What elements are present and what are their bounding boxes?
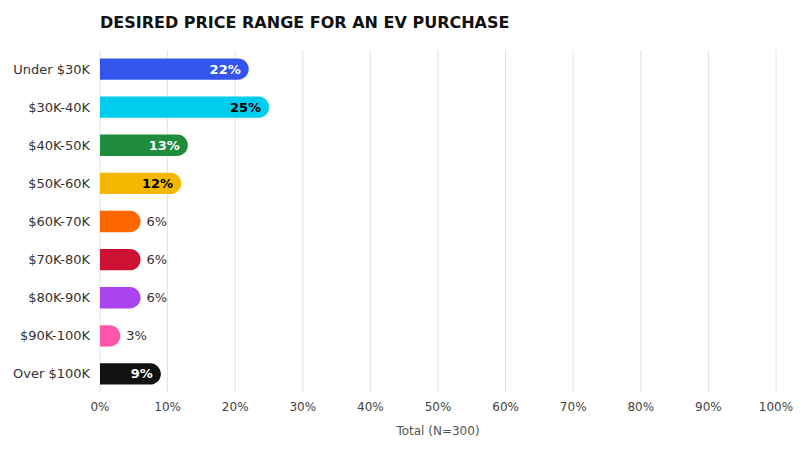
title: DESIRED PRICE RANGE FOR AN EV PURCHASE (100, 13, 509, 32)
grid-line (505, 50, 506, 393)
x-tick-label: 70% (560, 400, 587, 414)
grid-line (776, 50, 777, 393)
data-label: 12% (142, 176, 173, 191)
bars (100, 58, 269, 384)
x-tick-label: 100% (759, 400, 793, 414)
bar (100, 363, 161, 384)
bar (100, 135, 188, 156)
category-label: $40K-50K (28, 138, 90, 153)
bar (100, 287, 141, 308)
data-label: 9% (131, 366, 153, 381)
x-axis-label: Total (N=300) (395, 424, 479, 438)
category-label: $50K-60K (28, 176, 90, 191)
grid (100, 50, 776, 393)
bar (100, 58, 249, 79)
data-label: 6% (147, 214, 168, 229)
data-label: 3% (126, 328, 147, 343)
x-tick-label: 80% (627, 400, 654, 414)
grid-line (438, 50, 439, 393)
x-tick-label: 50% (425, 400, 452, 414)
x-tick-label: 90% (695, 400, 722, 414)
labels: 22% 25% 13% 12% 6% 6% 6% 3% 9% (126, 62, 261, 382)
data-label: 6% (147, 290, 168, 305)
bar (100, 173, 181, 194)
data-label: 13% (149, 138, 180, 153)
grid-line (708, 50, 709, 393)
category-label: Under $30K (13, 62, 90, 77)
category-label: $80K-90K (28, 290, 90, 305)
x-tick-label: 60% (492, 400, 519, 414)
x-tick-label: 0% (90, 400, 109, 414)
x-tick-label: 30% (289, 400, 316, 414)
category-label: Over $100K (13, 366, 90, 381)
grid-line (302, 50, 303, 393)
data-label: 6% (147, 252, 168, 267)
chart: DESIRED PRICE RANGE FOR AN EV PURCHASE 0%… (0, 0, 806, 451)
x-tick-label: 20% (222, 400, 249, 414)
bar (100, 96, 269, 117)
data-label: 22% (210, 62, 241, 77)
bar (100, 249, 141, 270)
category-label: $30K-40K (28, 100, 90, 115)
category-label: $70K-80K (28, 252, 90, 267)
grid-line (370, 50, 371, 393)
bar (100, 325, 120, 346)
category-label: $60K-70K (28, 214, 90, 229)
x-tick-label: 40% (357, 400, 384, 414)
category-label: $90K-100K (20, 328, 90, 343)
x-tick-label: 10% (154, 400, 181, 414)
grid-line (640, 50, 641, 393)
bar (100, 211, 141, 232)
data-label: 25% (230, 100, 261, 115)
grid-line (573, 50, 574, 393)
